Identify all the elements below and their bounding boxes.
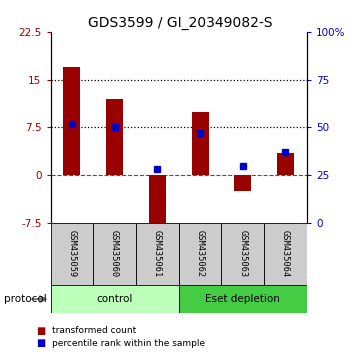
Text: GSM435062: GSM435062 xyxy=(196,230,205,278)
Bar xyxy=(51,285,179,313)
Bar xyxy=(234,175,251,191)
Bar xyxy=(136,223,179,285)
Text: GSM435059: GSM435059 xyxy=(68,230,77,278)
Bar xyxy=(64,67,81,175)
Text: protocol: protocol xyxy=(4,294,46,304)
Text: transformed count: transformed count xyxy=(52,326,136,336)
Text: GSM435063: GSM435063 xyxy=(238,230,247,278)
Text: Eset depletion: Eset depletion xyxy=(205,294,280,304)
Text: GSM435061: GSM435061 xyxy=(153,230,162,278)
Text: ■: ■ xyxy=(36,326,45,336)
Bar xyxy=(179,223,221,285)
Text: GSM435060: GSM435060 xyxy=(110,230,119,278)
Bar xyxy=(277,153,294,175)
Text: control: control xyxy=(96,294,133,304)
Bar xyxy=(264,223,307,285)
Bar xyxy=(191,112,209,175)
Bar xyxy=(221,223,264,285)
Bar xyxy=(179,285,307,313)
Bar xyxy=(51,223,93,285)
Text: ■: ■ xyxy=(36,338,45,348)
Text: percentile rank within the sample: percentile rank within the sample xyxy=(52,339,205,348)
Text: GDS3599 / GI_20349082-S: GDS3599 / GI_20349082-S xyxy=(88,16,273,30)
Bar xyxy=(93,223,136,285)
Bar xyxy=(149,175,166,233)
Bar xyxy=(106,99,123,175)
Text: GSM435064: GSM435064 xyxy=(281,230,290,278)
